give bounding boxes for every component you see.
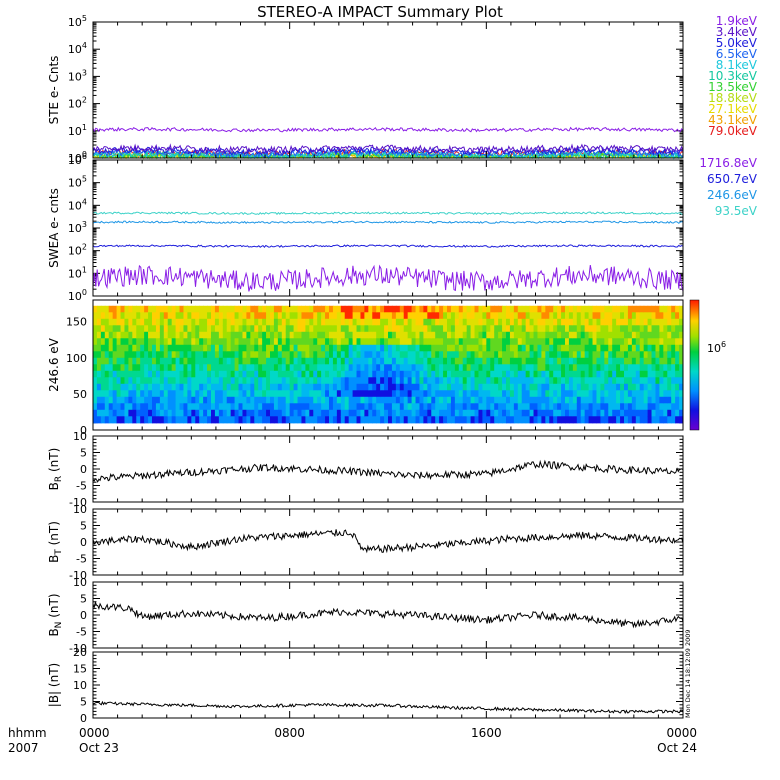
bt-axis-tick-label: -10 [69, 569, 87, 582]
bn-axis-tick-label: 0 [80, 609, 87, 622]
ste-series-line [92, 126, 684, 133]
ste-axis-tick-label: 101 [68, 123, 87, 138]
br-axis-tick-label: 10 [73, 430, 87, 443]
legend-entry: 5.0keV [716, 36, 758, 50]
pad-axis-tick-label: 150 [66, 316, 87, 329]
colorbar [689, 299, 700, 431]
br-axis-tick-label: -5 [76, 480, 87, 493]
legend-entry: 43.1keV [708, 113, 758, 127]
pad-axis-tick-label: 50 [73, 388, 87, 401]
pad-axis-tick-label: 0 [80, 424, 87, 437]
bn-axis-tick-label: 10 [73, 576, 87, 589]
legend-entry: 650.7eV [707, 172, 758, 186]
bmag-axis-tick-label: 5 [80, 696, 87, 709]
ste-axis-tick-label: 104 [68, 41, 87, 56]
bn-axis-tick-label: 5 [80, 593, 87, 606]
ste-axis-tick-label: 102 [68, 96, 87, 111]
ste-ylabel: STE e- Cnts [47, 56, 61, 125]
swea-axis-tick-label: 102 [68, 243, 87, 258]
bt-axis-tick-label: -5 [76, 553, 87, 566]
bn-ylabel: BN (nT) [47, 593, 64, 636]
swea-axis-tick-label: 106 [68, 152, 87, 167]
bt-panel [92, 508, 684, 576]
ste-axis-tick-label: 105 [68, 14, 87, 29]
br-axis-tick-label: 5 [80, 447, 87, 460]
ste-series-line [92, 143, 684, 155]
bmag-axis-tick-label: 15 [73, 663, 87, 676]
swea-axis-tick-label: 104 [68, 197, 87, 212]
swea-axis-tick-label: 101 [68, 265, 87, 280]
legend-entry: 13.5keV [708, 80, 758, 94]
legend-entry: 6.5keV [716, 47, 758, 61]
bmag-panel [92, 651, 684, 719]
x-tick-label: 0000 [666, 726, 697, 740]
bmag-axis-tick-label: 20 [73, 646, 87, 659]
swea-ylabel: SWEA e- cnts [47, 188, 61, 268]
legend-entry: 8.1keV [716, 58, 758, 72]
bt-axis-tick-label: 10 [73, 503, 87, 516]
bn-axis-tick-label: -10 [69, 642, 87, 655]
legend-entry: 1.9keV [716, 14, 758, 28]
bn-axis-tick-label: -5 [76, 626, 87, 639]
colorbar-tick-label: 106 [707, 340, 726, 355]
legend-entry: 246.6eV [707, 188, 758, 202]
swea-series-line [92, 244, 684, 248]
x-tick-label: 0800 [274, 726, 305, 740]
legend-entry: 93.5eV [715, 204, 758, 218]
timestamp: Mon Dec 14 18:12:09 2009 [684, 629, 692, 718]
x-tick-label: 0000 [79, 726, 110, 740]
chart-title: STEREO-A IMPACT Summary Plot [257, 3, 503, 21]
x-tick-label: 1600 [471, 726, 502, 740]
x-tick-date-label: Oct 23 [79, 741, 119, 755]
pad-ylabel: 246.6 eV [47, 337, 61, 392]
bn-panel [92, 581, 684, 649]
swea-axis-tick-label: 105 [68, 175, 87, 190]
br-axis-tick-label: -10 [69, 496, 87, 509]
legend-entry: 18.8keV [708, 91, 758, 105]
bt-line [92, 529, 684, 554]
br-panel [92, 435, 684, 503]
x-tick-date-label: Oct 24 [657, 741, 697, 755]
legend-entry: 27.1keV [708, 102, 758, 116]
legend-entry: 10.3keV [708, 69, 758, 83]
swea-series-line [92, 211, 684, 216]
br-line [92, 459, 684, 483]
swea-series-line [92, 220, 684, 225]
bmag-axis-tick-label: 0 [80, 712, 87, 725]
x-axis-hhmm-label: hhmm [8, 726, 47, 740]
legend-entry: 1716.8eV [699, 156, 757, 170]
pad-axis-tick-label: 100 [66, 352, 87, 365]
br-ylabel: BR (nT) [47, 448, 64, 491]
pad-heatmap [93, 305, 683, 424]
ste-axis-tick-label: 103 [68, 68, 87, 83]
bt-ylabel: BT (nT) [47, 521, 64, 563]
legend-entry: 79.0keV [708, 124, 758, 138]
swea-axis-tick-label: 103 [68, 220, 87, 235]
bt-axis-tick-label: 5 [80, 520, 87, 533]
swea-axis-tick-label: 100 [68, 288, 87, 303]
bn-line [92, 600, 684, 629]
bmag-ylabel: |B| (nT) [47, 663, 61, 707]
swea-series-line [92, 264, 684, 292]
bmag-axis-tick-label: 10 [73, 679, 87, 692]
bt-axis-tick-label: 0 [80, 536, 87, 549]
ste-panel [92, 21, 684, 159]
ste-series-line [92, 145, 684, 157]
bmag-line [92, 700, 684, 715]
x-axis-year-label: 2007 [8, 741, 39, 755]
br-axis-tick-label: 0 [80, 463, 87, 476]
legend-entry: 3.4keV [716, 25, 758, 39]
